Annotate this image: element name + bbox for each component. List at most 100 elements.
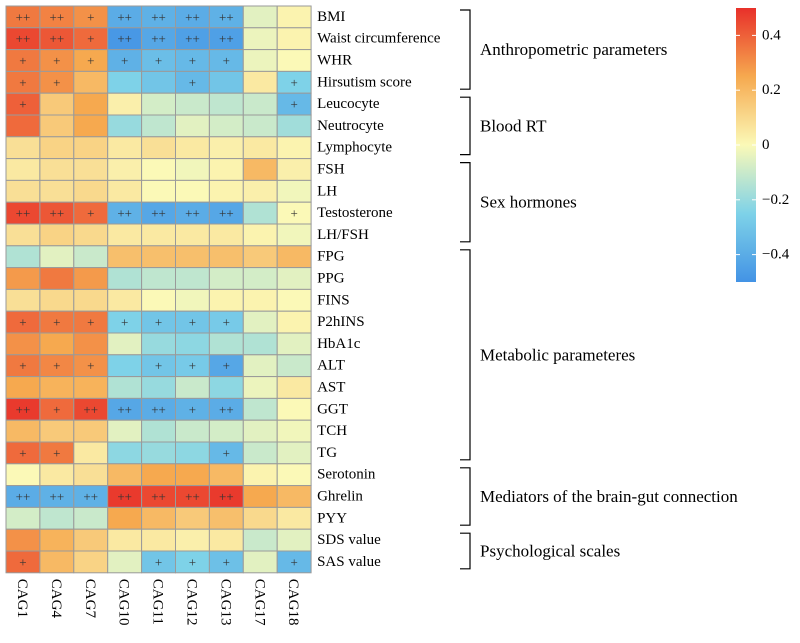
significance-mark: + xyxy=(53,445,60,460)
heatmap-cell xyxy=(5,179,41,203)
significance-mark: ++ xyxy=(151,489,166,504)
heatmap-cell xyxy=(73,92,109,116)
row-labels: BMI Waist circumference WHR Hirsutism score… xyxy=(317,9,441,570)
group-label: Mediators of the brain-gut connection xyxy=(480,487,738,506)
heatmap-cell xyxy=(276,506,312,530)
row-label: Lymphocyte xyxy=(317,140,392,156)
significance-mark: ++ xyxy=(50,31,65,46)
heatmap-cell xyxy=(141,441,177,465)
heatmap-cell xyxy=(107,332,143,356)
column-label: CAG10 xyxy=(116,579,132,626)
heatmap-cell xyxy=(5,376,41,399)
heatmap-cell xyxy=(208,223,244,247)
significance-mark: + xyxy=(290,206,297,221)
heatmap-cell xyxy=(5,245,41,269)
row-label: Ghrelin xyxy=(317,489,363,505)
heatmap-cell xyxy=(73,267,109,290)
heatmap-cells: ++ ++ + ++ ++ ++ ++++ ++ + ++ ++ ++ +++ + + + + + ++ + + ++ ++… xyxy=(5,5,312,574)
row-label: FSH xyxy=(317,162,345,178)
significance-mark: ++ xyxy=(117,489,132,504)
heatmap-cell xyxy=(242,5,278,29)
significance-mark: ++ xyxy=(185,9,200,24)
heatmap-cell xyxy=(276,158,312,181)
row-label: FPG xyxy=(317,249,345,265)
heatmap-cell xyxy=(242,158,278,181)
significance-mark: + xyxy=(121,315,128,330)
heatmap-cell xyxy=(175,92,210,116)
group-label: Metabolic parameteres xyxy=(480,345,635,364)
row-label: SDS value xyxy=(317,532,381,548)
significance-mark: ++ xyxy=(16,31,31,46)
heatmap-cell xyxy=(242,485,278,508)
colorbar-tick-label: 0.4 xyxy=(762,27,781,43)
heatmap-cell xyxy=(141,528,177,552)
heatmap-cell xyxy=(208,136,244,160)
row-label: LH xyxy=(317,183,337,199)
heatmap-cell xyxy=(276,223,312,247)
heatmap-cell xyxy=(242,310,278,334)
heatmap-cell xyxy=(276,485,312,508)
heatmap-cell xyxy=(141,114,177,138)
significance-mark: + xyxy=(155,53,162,68)
heatmap-cell xyxy=(141,506,177,530)
heatmap-cell xyxy=(175,419,210,443)
heatmap-cell xyxy=(107,245,143,269)
row-label: Serotonin xyxy=(317,467,376,483)
significance-mark: + xyxy=(87,9,94,24)
heatmap-cell xyxy=(175,332,210,356)
group-bracket xyxy=(460,162,471,243)
heatmap-cell xyxy=(73,376,109,399)
significance-mark: + xyxy=(19,445,26,460)
row-label: GGT xyxy=(317,401,348,417)
heatmap-cell xyxy=(39,506,75,530)
heatmap-cell xyxy=(39,376,75,399)
row-label: PYY xyxy=(317,510,347,526)
heatmap-cell xyxy=(107,92,143,116)
heatmap-cell xyxy=(73,463,109,487)
significance-mark: + xyxy=(189,53,196,68)
heatmap-cell xyxy=(242,136,278,160)
heatmap-cell xyxy=(242,397,278,421)
heatmap-cell xyxy=(5,463,41,487)
heatmap-cell xyxy=(141,136,177,160)
heatmap-cell xyxy=(208,332,244,356)
row-label: SAS value xyxy=(317,554,381,570)
heatmap-cell xyxy=(73,245,109,269)
heatmap-cell xyxy=(276,310,312,334)
heatmap-cell xyxy=(242,506,278,530)
row-label: PPG xyxy=(317,271,345,287)
heatmap-cell xyxy=(5,528,41,552)
significance-mark: ++ xyxy=(83,489,98,504)
group-bracket xyxy=(460,532,471,570)
heatmap-cell xyxy=(175,441,210,465)
significance-mark: ++ xyxy=(16,9,31,24)
significance-mark: ++ xyxy=(219,9,234,24)
heatmap-cell xyxy=(242,27,278,51)
group-bracket xyxy=(460,467,471,526)
row-label: FINS xyxy=(317,292,350,308)
significance-mark: ++ xyxy=(151,31,166,46)
significance-mark: + xyxy=(223,315,230,330)
heatmap-cell xyxy=(276,179,312,203)
heatmap-cell xyxy=(141,179,177,203)
heatmap-cell xyxy=(208,92,244,116)
column-labels: CAG1 CAG4 CAG7 CAG10 CAG11 CAG12 CAG13 CAG17 CAG… xyxy=(14,579,301,626)
heatmap-cell xyxy=(276,441,312,465)
heatmap-cell xyxy=(208,528,244,552)
heatmap-cell xyxy=(73,419,109,443)
column-label: CAG1 xyxy=(14,579,30,618)
group-label: Blood RT xyxy=(480,116,547,135)
significance-mark: + xyxy=(155,315,162,330)
heatmap-cell xyxy=(208,288,244,312)
row-label: Leucocyte xyxy=(317,96,380,112)
heatmap-cell xyxy=(208,158,244,181)
heatmap-cell xyxy=(73,223,109,247)
heatmap-cell xyxy=(175,114,210,138)
heatmap-cell xyxy=(39,245,75,269)
heatmap-cell xyxy=(175,136,210,160)
heatmap-cell xyxy=(276,376,312,399)
heatmap-cell xyxy=(107,158,143,181)
significance-mark: + xyxy=(290,75,297,90)
heatmap-cell xyxy=(242,223,278,247)
